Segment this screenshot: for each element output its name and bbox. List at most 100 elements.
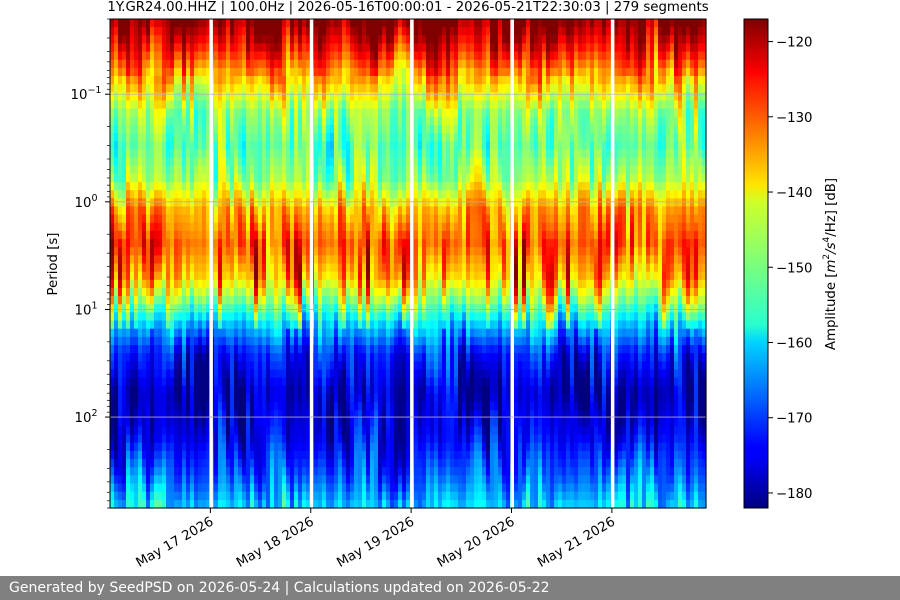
heatmap-cell — [506, 157, 511, 167]
heatmap-cell — [290, 263, 295, 273]
heatmap-cell — [334, 108, 339, 118]
heatmap-cell — [374, 133, 379, 142]
heatmap-cell — [646, 141, 651, 150]
heatmap-cell — [162, 271, 167, 281]
heatmap-cell — [166, 149, 171, 159]
heatmap-cell — [154, 287, 159, 297]
heatmap-cell — [350, 247, 355, 256]
heatmap-cell — [174, 100, 179, 110]
heatmap-cell — [698, 173, 703, 183]
heatmap-cell — [434, 255, 439, 265]
heatmap-cell — [158, 222, 163, 232]
heatmap-cell — [450, 271, 455, 281]
heatmap-cell — [358, 67, 363, 77]
heatmap-cell — [242, 190, 247, 199]
heatmap-cell — [522, 271, 527, 281]
heatmap-cell — [158, 263, 163, 273]
heatmap-cell — [434, 35, 439, 45]
heatmap-cell — [538, 67, 543, 77]
heatmap-cell — [430, 230, 435, 240]
heatmap-cell — [446, 157, 451, 167]
heatmap-cell — [426, 247, 431, 256]
heatmap-cell — [170, 51, 175, 61]
heatmap-cell — [638, 279, 643, 289]
heatmap-cell — [614, 84, 619, 93]
heatmap-cell — [426, 214, 431, 224]
heatmap-cell — [526, 222, 531, 232]
heatmap-cell — [650, 214, 655, 224]
heatmap-cell — [186, 108, 191, 118]
heatmap-cell — [318, 239, 323, 248]
heatmap-cell — [426, 222, 431, 232]
heatmap-cell — [678, 108, 683, 118]
heatmap-cell — [166, 35, 171, 45]
heatmap-cell — [666, 157, 671, 167]
heatmap-cell — [694, 141, 699, 150]
heatmap-cell — [534, 84, 539, 93]
heatmap-cell — [342, 133, 347, 142]
heatmap-cell — [486, 133, 491, 142]
heatmap-cell — [462, 149, 467, 159]
heatmap-cell — [202, 116, 207, 126]
heatmap-cell — [294, 279, 299, 289]
heatmap-cell — [558, 173, 563, 183]
heatmap-cell — [574, 124, 579, 134]
heatmap-cell — [686, 35, 691, 45]
heatmap-cell — [294, 222, 299, 232]
heatmap-cell — [278, 182, 283, 191]
heatmap-cell — [266, 35, 271, 45]
heatmap-cell — [502, 84, 507, 93]
heatmap-cell — [498, 133, 503, 142]
heatmap-cell — [470, 190, 475, 199]
heatmap-cell — [178, 190, 183, 199]
heatmap-cell — [458, 198, 463, 208]
heatmap-cell — [674, 19, 679, 28]
heatmap-cell — [178, 230, 183, 240]
heatmap-cell — [330, 43, 335, 53]
heatmap-cell — [346, 51, 351, 61]
heatmap-cell — [530, 198, 535, 208]
heatmap-cell — [642, 190, 647, 199]
heatmap-cell — [686, 198, 691, 208]
heatmap-cell — [458, 206, 463, 216]
heatmap-cell — [674, 255, 679, 265]
heatmap-cell — [678, 35, 683, 45]
heatmap-cell — [562, 239, 567, 248]
heatmap-cell — [418, 59, 423, 69]
heatmap-cell — [550, 230, 555, 240]
heatmap-cell — [258, 165, 263, 175]
heatmap-cell — [550, 67, 555, 77]
heatmap-cell — [622, 35, 627, 45]
heatmap-cell — [386, 190, 391, 199]
heatmap-cell — [566, 271, 571, 281]
heatmap-cell — [586, 206, 591, 216]
heatmap-cell — [630, 43, 635, 53]
heatmap-cell — [534, 198, 539, 208]
heatmap-cell — [274, 230, 279, 240]
heatmap-cell — [266, 27, 271, 36]
heatmap-cell — [446, 27, 451, 36]
heatmap-cell — [118, 271, 123, 281]
heatmap-cell — [438, 279, 443, 289]
heatmap-cell — [266, 263, 271, 273]
heatmap-cell — [174, 173, 179, 183]
heatmap-cell — [550, 27, 555, 36]
heatmap-cell — [682, 222, 687, 232]
heatmap-cell — [246, 84, 251, 93]
heatmap-cell — [130, 67, 135, 77]
heatmap-cell — [558, 116, 563, 126]
heatmap-cell — [222, 165, 227, 175]
heatmap-cell — [698, 141, 703, 150]
heatmap-cell — [626, 108, 631, 118]
heatmap-cell — [578, 263, 583, 273]
heatmap-cell — [406, 165, 411, 175]
heatmap-cell — [254, 92, 259, 102]
heatmap-cell — [530, 271, 535, 281]
heatmap-cell — [662, 173, 667, 183]
heatmap-cell — [694, 206, 699, 216]
heatmap-cell — [606, 100, 611, 110]
heatmap-cell — [370, 92, 375, 102]
heatmap-cell — [646, 108, 651, 118]
heatmap-cell — [450, 19, 455, 28]
heatmap-cell — [634, 239, 639, 248]
